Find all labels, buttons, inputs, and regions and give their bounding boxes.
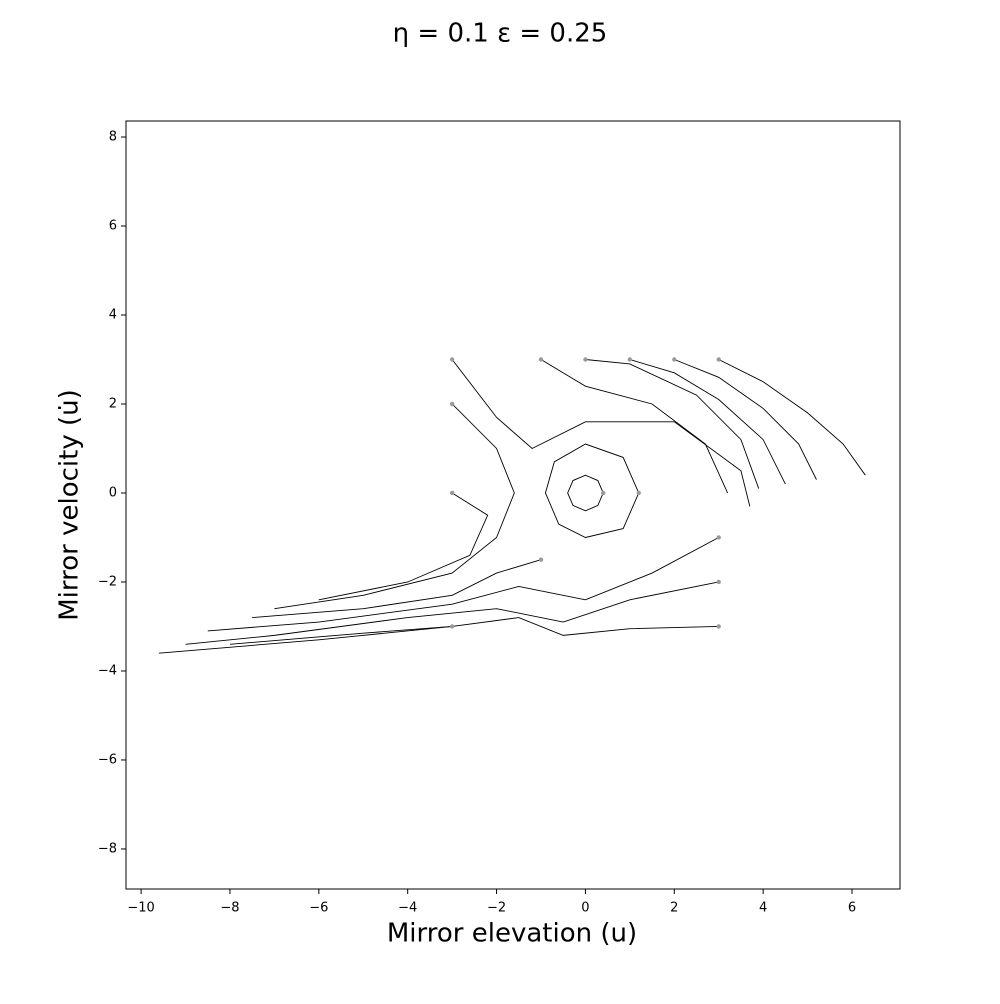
trajectory bbox=[567, 474, 604, 512]
y-tick-label: 8 bbox=[109, 130, 117, 145]
start-point bbox=[716, 579, 721, 585]
x-tick-label: −10 bbox=[127, 901, 154, 916]
start-point bbox=[449, 401, 455, 407]
trajectory bbox=[158, 617, 719, 654]
x-tick-label: −6 bbox=[309, 901, 328, 916]
start-point bbox=[716, 624, 721, 629]
trajectory bbox=[674, 359, 817, 480]
x-tick-label: 2 bbox=[670, 901, 678, 916]
start-point bbox=[583, 357, 588, 362]
y-tick-label: 0 bbox=[109, 485, 117, 500]
trajectory bbox=[540, 359, 729, 494]
start-point bbox=[600, 490, 606, 496]
x-tick-label: 4 bbox=[759, 901, 767, 916]
y-axis-label: Mirror velocity (u̇) bbox=[55, 389, 85, 621]
y-tick-label: 2 bbox=[109, 396, 117, 411]
trajectory bbox=[585, 359, 760, 489]
trajectory bbox=[718, 359, 866, 476]
y-tick-label: 4 bbox=[109, 308, 117, 323]
start-point bbox=[627, 357, 633, 362]
trajectory bbox=[207, 537, 719, 632]
x-axis-label: Mirror elevation (u) bbox=[387, 919, 637, 949]
x-tick-label: −2 bbox=[487, 901, 506, 916]
plot-frame bbox=[125, 120, 901, 890]
start-point bbox=[538, 357, 544, 362]
start-point bbox=[716, 535, 721, 540]
trajectory bbox=[318, 492, 489, 601]
trajectory bbox=[274, 403, 515, 610]
trajectory bbox=[544, 443, 640, 538]
x-tick-label: 0 bbox=[581, 901, 589, 916]
trajectory bbox=[185, 581, 719, 645]
start-point bbox=[449, 624, 455, 629]
start-point bbox=[716, 357, 721, 362]
trajectory bbox=[252, 559, 542, 619]
start-point bbox=[636, 490, 641, 496]
y-tick-label: −2 bbox=[98, 574, 117, 589]
start-point bbox=[449, 357, 455, 362]
y-tick-label: 6 bbox=[109, 219, 117, 234]
trajectory bbox=[629, 359, 786, 485]
trajectory bbox=[451, 359, 751, 507]
y-tick-label: −8 bbox=[98, 841, 117, 856]
start-point bbox=[449, 490, 455, 496]
start-point bbox=[672, 357, 677, 362]
x-tick-label: 6 bbox=[848, 901, 856, 916]
start-point bbox=[538, 557, 544, 562]
x-tick-label: −4 bbox=[398, 901, 417, 916]
trajectory bbox=[229, 626, 453, 645]
x-tick-label: −8 bbox=[220, 901, 239, 916]
y-tick-label: −4 bbox=[98, 663, 117, 678]
chart-title: η = 0.1 ε = 0.25 bbox=[393, 19, 608, 49]
y-tick-label: −6 bbox=[98, 752, 117, 767]
